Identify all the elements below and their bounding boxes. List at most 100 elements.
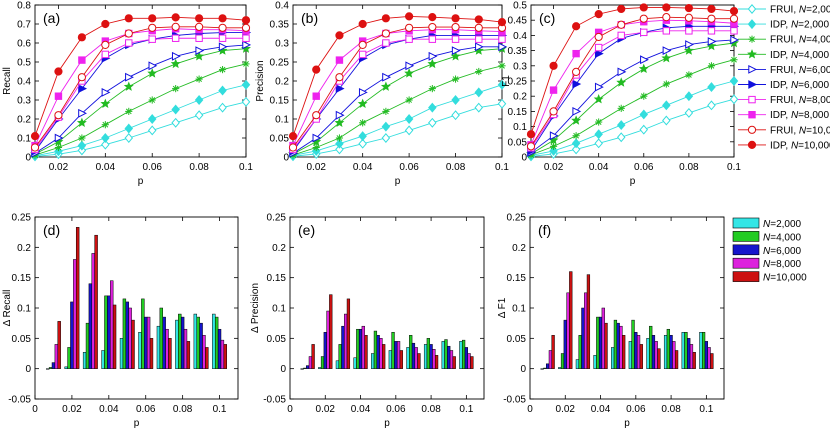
legend-marker <box>748 35 756 43</box>
y-tick-label: 0.15 <box>267 273 287 284</box>
data-point <box>572 79 582 89</box>
data-point <box>172 85 180 93</box>
data-point <box>241 16 251 25</box>
series-idp-n-8-000 <box>527 16 738 149</box>
bar <box>300 368 304 370</box>
data-point <box>218 34 227 42</box>
series-frui-n-10-000 <box>526 13 739 151</box>
y-tick-label: 0.2 <box>512 243 526 254</box>
bar <box>546 363 550 369</box>
marker-stroke <box>125 108 132 115</box>
bar <box>202 335 206 369</box>
y-tick-label: 0.4 <box>17 77 31 88</box>
x-tick-label: 0.04 <box>96 162 116 173</box>
bar <box>131 319 135 369</box>
y-tick-label: 0.35 <box>508 46 528 57</box>
series-n-10-000 <box>57 227 227 369</box>
data-point <box>594 49 604 59</box>
y-tick-label: 0.25 <box>12 213 32 224</box>
bar <box>622 335 626 369</box>
data-point <box>125 39 133 47</box>
marker-stroke <box>172 85 179 92</box>
bar <box>306 365 310 369</box>
data-point <box>638 63 649 74</box>
data-point <box>77 73 86 82</box>
series-frui-n-2-000 <box>30 96 251 162</box>
legend-item: IDP, N=8,000 <box>738 110 829 121</box>
series-idp-n-8-000 <box>289 26 506 150</box>
data-point <box>335 110 345 120</box>
bar <box>141 298 145 369</box>
legend-swatch <box>732 257 760 269</box>
data-point <box>30 132 40 141</box>
series-n-10-000 <box>551 271 714 369</box>
data-point <box>405 96 413 104</box>
bar <box>376 335 380 369</box>
bar <box>423 344 428 369</box>
bar <box>584 292 588 369</box>
legend-label: N=8,000 <box>763 259 802 270</box>
bar <box>48 367 53 369</box>
data-point <box>707 82 716 93</box>
series-line <box>292 46 502 154</box>
x-tick-label: 0.1 <box>213 404 227 415</box>
y-tick-label: 0.5 <box>17 58 31 69</box>
bar <box>51 362 56 369</box>
data-point <box>335 84 345 94</box>
data-point <box>662 3 671 12</box>
data-point <box>475 42 484 52</box>
bar <box>426 338 430 369</box>
data-point <box>428 51 438 61</box>
data-point <box>358 50 367 59</box>
legend-item: IDP, N=10,000 <box>738 140 830 151</box>
bar <box>110 280 114 369</box>
plot-frame <box>529 216 725 400</box>
marker-stroke <box>685 72 692 78</box>
data-point <box>729 76 739 86</box>
panel-label: (e) <box>298 222 315 238</box>
marker-stroke <box>499 62 505 69</box>
bar <box>417 353 421 369</box>
bar <box>199 322 203 369</box>
data-point <box>147 114 157 124</box>
bar <box>379 338 383 369</box>
bar <box>193 313 198 369</box>
data-point <box>382 39 390 47</box>
series-idp-n-8-000 <box>31 25 250 150</box>
bar <box>128 307 132 369</box>
bar <box>459 341 463 369</box>
series-line <box>530 6 735 135</box>
series-idp-n-10-000 <box>526 3 739 139</box>
y-axis-label: Δ Precision <box>250 283 261 333</box>
bar <box>391 332 395 369</box>
data-point <box>730 35 740 45</box>
bar <box>165 328 169 369</box>
data-point <box>594 82 604 92</box>
legend-item: FRUI, N=2,000 <box>738 4 830 16</box>
y-tick-label: 0.3 <box>17 96 31 107</box>
data-point <box>450 51 461 61</box>
bar <box>212 313 216 369</box>
legend-label: IDP, N=10,000 <box>770 140 830 151</box>
x-tick-label: 0.06 <box>399 162 419 173</box>
bar <box>326 310 330 369</box>
bar <box>303 367 307 369</box>
marker-stroke <box>78 135 85 141</box>
data-point <box>617 4 626 14</box>
y-axis-label: Δ Recall <box>2 290 13 327</box>
bar <box>414 347 418 369</box>
data-point <box>498 42 508 52</box>
data-point <box>640 55 649 65</box>
legend-item: N=6,000 <box>732 244 802 257</box>
data-point <box>78 108 88 118</box>
x-tick-label: 0.1 <box>239 162 253 173</box>
data-point <box>100 98 111 108</box>
bar <box>639 344 643 369</box>
data-point <box>549 86 558 94</box>
bar <box>646 338 650 369</box>
bar <box>548 350 553 369</box>
bar <box>619 325 623 369</box>
series-frui-n-10-000 <box>288 22 507 152</box>
data-point <box>451 95 460 105</box>
data-point <box>707 100 716 111</box>
